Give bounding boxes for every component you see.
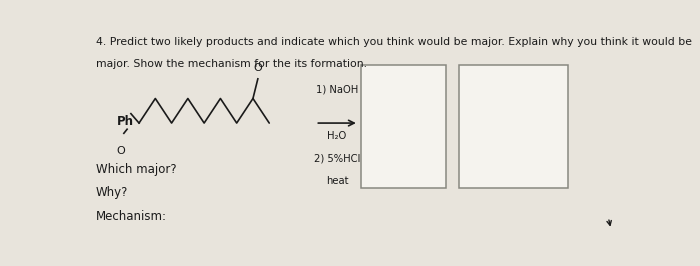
Text: Ph: Ph xyxy=(118,115,134,127)
Bar xyxy=(361,65,446,188)
Text: Mechanism:: Mechanism: xyxy=(96,210,167,223)
Text: H₂O: H₂O xyxy=(328,131,346,141)
Text: 4. Predict two likely products and indicate which you think would be major. Expl: 4. Predict two likely products and indic… xyxy=(96,37,692,47)
Text: major. Show the mechanism for the its formation.: major. Show the mechanism for the its fo… xyxy=(96,59,367,69)
Text: O: O xyxy=(117,146,125,156)
Text: Which major?: Which major? xyxy=(96,163,176,176)
Text: 2) 5%HCl: 2) 5%HCl xyxy=(314,154,360,164)
Bar xyxy=(459,65,568,188)
Text: heat: heat xyxy=(326,176,349,186)
Text: 1) NaOH: 1) NaOH xyxy=(316,84,358,94)
Text: O: O xyxy=(253,63,262,73)
Text: Why?: Why? xyxy=(96,186,128,198)
